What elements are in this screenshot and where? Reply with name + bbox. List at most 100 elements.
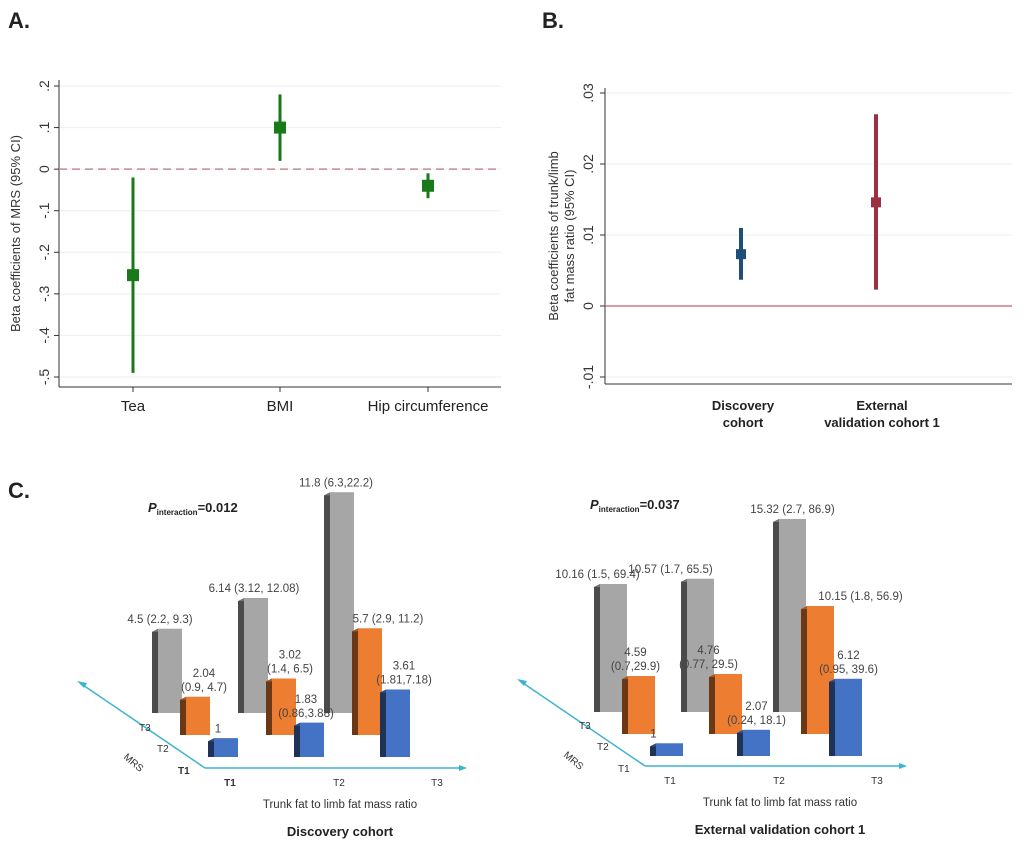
depth-tick-label: T3 xyxy=(139,723,151,734)
y-axis-label-line1: Beta coefficients of trunk/limb xyxy=(546,151,561,321)
panel-a-label: A. xyxy=(8,8,30,33)
y-tick-label: 0 xyxy=(36,165,52,173)
bar-front-face xyxy=(300,722,324,757)
chart-title: External validation cohort 1 xyxy=(695,822,866,837)
bar-mrs-t3-xt3 xyxy=(324,492,354,713)
y-axis-label-line2: fat mass ratio (95% CI) xyxy=(562,170,577,303)
bar-value-label: 1 xyxy=(650,728,656,740)
estimate-marker xyxy=(127,269,139,282)
bar-value-label: 1 xyxy=(215,723,221,735)
bar-side-face xyxy=(380,689,386,757)
x-tick-label: T3 xyxy=(871,776,883,787)
bar-front-face xyxy=(656,743,683,756)
bar-side-face xyxy=(737,729,743,756)
x-tick-label: Hip circumference xyxy=(368,398,489,415)
bar-value-label: 6.14 (3.12, 12.08) xyxy=(209,583,300,595)
bar-side-face xyxy=(238,598,244,713)
bar-side-face xyxy=(180,696,186,735)
bar-value-label: 10.57 (1.7, 65.5) xyxy=(628,564,713,576)
x-tick-label: T1 xyxy=(224,778,236,789)
bar-side-face xyxy=(622,676,628,734)
y-axis-label: Beta coefficients of MRS (95% CI) xyxy=(8,135,23,332)
bar-front-face xyxy=(272,678,296,735)
x-tick-label: T3 xyxy=(431,778,443,789)
bar-value-label: 4.5 (2.2, 9.3) xyxy=(127,614,192,626)
x-tick-label: BMI xyxy=(267,398,294,415)
bar-value-label: 2.07 xyxy=(745,701,767,713)
bar-value-label: 4.76 xyxy=(697,645,719,657)
x-tick-label: T2 xyxy=(773,776,785,787)
bar-side-face xyxy=(801,606,807,734)
y-tick-label: -.5 xyxy=(36,369,52,386)
y-tick-label: 0 xyxy=(580,302,596,310)
y-tick-label: .02 xyxy=(580,154,596,174)
bar-front-face xyxy=(214,738,238,757)
x-tick-label: Tea xyxy=(121,398,146,415)
estimate-marker xyxy=(274,121,286,134)
depth-axis-arrow-icon xyxy=(517,679,527,686)
bar-side-face xyxy=(681,578,687,712)
p-interaction-label: Pinteraction=0.012 xyxy=(148,500,238,517)
bar-side-face xyxy=(650,743,656,756)
bar-front-face xyxy=(244,598,268,713)
y-tick-label: .01 xyxy=(580,225,596,245)
bar-value-label: 4.59 xyxy=(624,647,646,659)
bar-mrs-t3-xt1 xyxy=(152,628,182,713)
chart-title: Discovery cohort xyxy=(287,824,394,839)
bar-value-label: (0.77, 29.5) xyxy=(679,659,738,671)
bar-mrs-t2-xt1 xyxy=(180,696,210,735)
y-tick-label: .03 xyxy=(580,83,596,103)
bar-side-face xyxy=(294,722,300,757)
bar-front-face xyxy=(628,676,655,734)
bar-value-label: 5.7 (2.9, 11.2) xyxy=(353,613,424,625)
depth-tick-label: T1 xyxy=(178,766,190,777)
y-tick-label: .1 xyxy=(36,122,52,134)
bar-mrs-t1-xt3 xyxy=(380,689,410,757)
bar-mrs-t2-xt2 xyxy=(266,678,296,735)
y-tick-label: -.01 xyxy=(580,365,596,389)
bar-value-label: 10.15 (1.8, 56.9) xyxy=(818,591,903,603)
estimate-marker xyxy=(736,249,746,260)
bar-side-face xyxy=(266,678,272,735)
bar-mrs-t1-xt1 xyxy=(650,743,683,756)
bar-mrs-t2-xt3 xyxy=(352,628,382,735)
bar-mrs-t1-xt2 xyxy=(737,729,770,756)
depth-axis-mrs xyxy=(519,680,646,767)
bar-front-face xyxy=(186,696,210,735)
estimate-marker xyxy=(871,197,881,208)
p-interaction-label: Pinteraction=0.037 xyxy=(590,497,680,514)
bar-value-label: 1.83 xyxy=(295,694,317,706)
x-axis-arrow-icon xyxy=(459,765,467,771)
bar-value-label: 6.12 xyxy=(837,650,859,662)
bar-side-face xyxy=(352,628,358,735)
x-tick-label-line1: Discovery xyxy=(712,398,775,413)
bar-mrs-t3-xt2 xyxy=(238,598,268,713)
depth-tick-label: T1 xyxy=(618,764,630,775)
bar-front-face xyxy=(715,674,742,734)
bar-side-face xyxy=(709,674,715,734)
bar-front-face xyxy=(835,678,862,756)
bar-side-face xyxy=(594,583,600,712)
bar-value-label: (0.24, 18.1) xyxy=(727,715,786,727)
x-tick-label: T1 xyxy=(664,776,676,787)
bar-front-face xyxy=(358,628,382,735)
depth-tick-label: T3 xyxy=(579,721,591,732)
bar-value-label: (1.4, 6.5) xyxy=(267,664,313,676)
bar-side-face xyxy=(208,738,214,757)
bar-front-face xyxy=(386,689,410,757)
bar-front-face xyxy=(743,729,770,756)
depth-axis-mrs xyxy=(79,682,206,769)
bar-mrs-t1-xt1 xyxy=(208,738,238,757)
bar-side-face xyxy=(152,628,158,713)
x-axis-label: Trunk fat to limb fat mass ratio xyxy=(263,799,417,811)
bar-mrs-t2-xt1 xyxy=(622,676,655,734)
x-axis-arrow-icon xyxy=(899,763,907,769)
bar-value-label: (0.7,29.9) xyxy=(611,661,660,673)
x-axis-label: Trunk fat to limb fat mass ratio xyxy=(703,797,857,809)
depth-tick-label: T2 xyxy=(157,744,169,755)
bar-value-label: (0.95, 39.6) xyxy=(819,664,878,676)
depth-tick-label: T2 xyxy=(597,742,609,753)
depth-axis-arrow-icon xyxy=(77,681,87,688)
